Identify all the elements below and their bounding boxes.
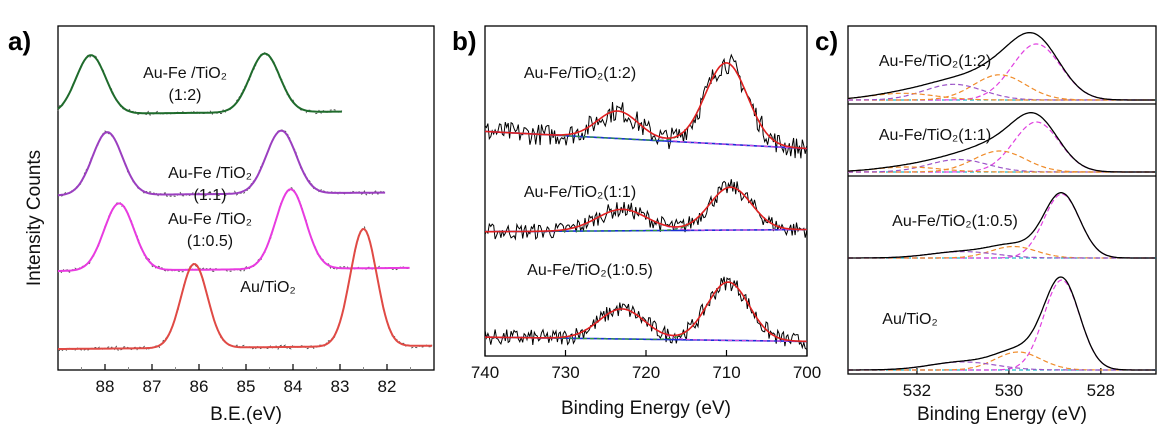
x-tick-label: 86 — [190, 377, 209, 396]
plot-frame — [57, 25, 435, 371]
x-tick-label: 82 — [378, 377, 397, 396]
component-line — [848, 74, 1156, 101]
x-tick-label: 700 — [793, 363, 821, 382]
plot-frame — [847, 25, 1157, 375]
x-tick-label: 740 — [471, 363, 499, 382]
x-axis-label: Binding Energy (eV) — [917, 404, 1087, 425]
panel-label: c) — [815, 26, 838, 56]
fit-line — [57, 129, 386, 197]
panel-label: a) — [8, 26, 31, 56]
series-label: Au-Fe/TiO₂(1:1) — [879, 127, 991, 144]
series-label: Au-Fe/TiO₂(1:2) — [524, 65, 636, 82]
series-label: Au/TiO₂ — [240, 279, 295, 296]
series-label: Au-Fe /TiO₂ — [143, 65, 227, 82]
x-tick-label: 530 — [995, 381, 1023, 400]
component-line — [848, 150, 1156, 173]
raw-spectrum — [484, 53, 808, 159]
component-line — [484, 281, 807, 342]
x-tick-label: 87 — [143, 377, 162, 396]
series-label: (1:2) — [169, 87, 202, 104]
component-line — [484, 308, 807, 342]
series-label: Au-Fe /TiO₂ — [168, 165, 252, 182]
panel-b-fe2p: b) 740 730 720 710 700 Binding Energy (eV) Au-F… — [452, 25, 821, 419]
fit-line — [847, 112, 1156, 173]
fit-line — [484, 62, 807, 150]
component-line — [484, 110, 807, 150]
x-tick-label: 730 — [551, 363, 579, 382]
series-label: Au-Fe/TiO₂(1:0.5) — [892, 213, 1018, 230]
x-axis-label: Binding Energy (eV) — [561, 398, 731, 419]
x-tick-label: 84 — [284, 377, 303, 396]
series-label: Au/TiO₂ — [882, 311, 937, 328]
x-tick-label: 85 — [237, 377, 256, 396]
series-label: (1:0.5) — [187, 233, 233, 250]
fit-line — [485, 186, 807, 233]
x-tick-label: 532 — [903, 381, 931, 400]
fit-line — [847, 31, 1156, 101]
component-line — [485, 208, 807, 233]
series-label: Au-Fe/TiO₂(1:1) — [524, 184, 636, 201]
fit-line — [58, 228, 433, 350]
component-line — [847, 92, 1156, 101]
panel-a-au4f: a) 88 87 86 85 84 83 82 B.E.(eV) Intensity Counts… — [8, 25, 435, 425]
fit-line — [484, 281, 807, 343]
x-axis-label: B.E.(eV) — [210, 404, 282, 425]
series-label: (1:1) — [194, 187, 227, 204]
fit-line — [848, 276, 1156, 371]
y-axis-label: Intensity Counts — [24, 150, 45, 286]
x-tick-label: 720 — [632, 363, 660, 382]
x-tick-label: 710 — [712, 363, 740, 382]
panel-label: b) — [452, 26, 477, 56]
component-line — [848, 351, 1156, 371]
fit-line — [57, 52, 342, 115]
raw-data-line — [57, 186, 410, 274]
series-label: Au-Fe/TiO₂(1:2) — [879, 53, 991, 70]
x-tick-label: 528 — [1087, 381, 1115, 400]
x-tick-label: 83 — [331, 377, 350, 396]
fit-line — [848, 192, 1156, 259]
x-tick-label: 88 — [96, 377, 115, 396]
fit-line — [58, 188, 410, 272]
series-label: Au-Fe/TiO₂(1:0.5) — [527, 262, 653, 279]
series-label: Au-Fe /TiO₂ — [168, 211, 252, 228]
raw-data-line — [57, 52, 343, 116]
